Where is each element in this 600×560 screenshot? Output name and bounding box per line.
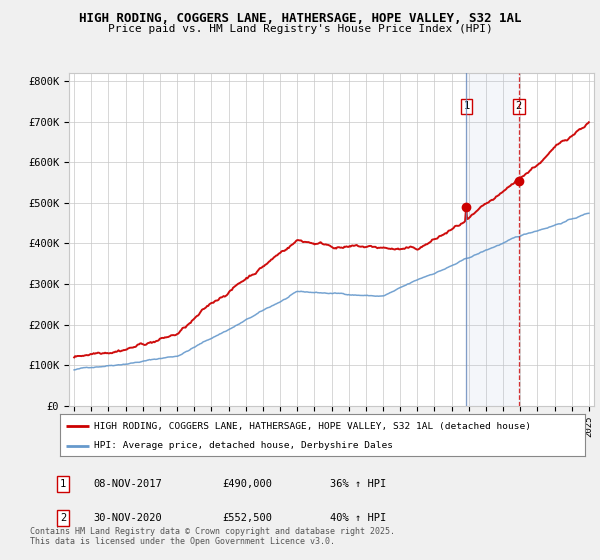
Text: £552,500: £552,500 (222, 513, 272, 523)
Text: 36% ↑ HPI: 36% ↑ HPI (330, 479, 386, 489)
Bar (466, 73, 519, 406)
Text: HIGH RODING, COGGERS LANE, HATHERSAGE, HOPE VALLEY, S32 1AL (detached house): HIGH RODING, COGGERS LANE, HATHERSAGE, H… (94, 422, 531, 431)
Text: HPI: Average price, detached house, Derbyshire Dales: HPI: Average price, detached house, Derb… (94, 441, 393, 450)
Text: 1: 1 (60, 479, 66, 489)
Text: 1: 1 (463, 101, 469, 111)
Text: 30-NOV-2020: 30-NOV-2020 (93, 513, 162, 523)
Text: 08-NOV-2017: 08-NOV-2017 (93, 479, 162, 489)
Text: 40% ↑ HPI: 40% ↑ HPI (330, 513, 386, 523)
Text: HIGH RODING, COGGERS LANE, HATHERSAGE, HOPE VALLEY, S32 1AL: HIGH RODING, COGGERS LANE, HATHERSAGE, H… (79, 12, 521, 25)
Text: Price paid vs. HM Land Registry's House Price Index (HPI): Price paid vs. HM Land Registry's House … (107, 24, 493, 34)
Text: 2: 2 (60, 513, 66, 523)
Text: Contains HM Land Registry data © Crown copyright and database right 2025.
This d: Contains HM Land Registry data © Crown c… (30, 526, 395, 546)
Text: 2: 2 (516, 101, 522, 111)
Text: £490,000: £490,000 (222, 479, 272, 489)
